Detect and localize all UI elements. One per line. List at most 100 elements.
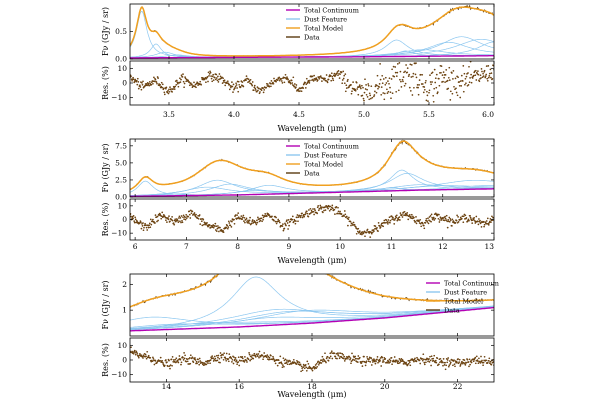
residual-point bbox=[367, 84, 370, 87]
residual-point bbox=[181, 76, 184, 78]
residual-point bbox=[262, 218, 264, 221]
residual-point bbox=[423, 86, 426, 88]
residual-point bbox=[184, 354, 186, 357]
residual-point bbox=[395, 214, 398, 217]
residual-point bbox=[299, 363, 302, 366]
residual-point bbox=[197, 217, 200, 220]
residual-point bbox=[175, 83, 178, 86]
residual-point bbox=[366, 228, 369, 231]
y-tick-label: 0.5 bbox=[115, 27, 127, 36]
residual-point bbox=[249, 78, 252, 81]
residual-point bbox=[419, 362, 422, 365]
residual-point bbox=[430, 213, 433, 216]
residual-point bbox=[210, 77, 213, 80]
residual-point bbox=[415, 222, 418, 225]
residual-point bbox=[218, 73, 221, 75]
residual-point bbox=[470, 218, 472, 220]
residual-point bbox=[273, 219, 275, 222]
residual-point bbox=[370, 364, 373, 366]
residual-point bbox=[483, 223, 486, 226]
residual-point bbox=[458, 84, 461, 87]
residual-point bbox=[459, 216, 462, 219]
residual-point bbox=[266, 354, 269, 356]
residual-point bbox=[182, 73, 184, 75]
residual-point bbox=[286, 359, 288, 362]
residual-point bbox=[487, 76, 490, 79]
residual-point bbox=[349, 220, 352, 223]
residual-point bbox=[182, 216, 184, 219]
residual-point bbox=[212, 79, 215, 81]
residual-point bbox=[259, 91, 261, 93]
residual-point bbox=[302, 87, 305, 89]
residual-point bbox=[380, 86, 383, 88]
residual-point bbox=[490, 76, 492, 79]
residual-point bbox=[339, 352, 342, 355]
residual-point bbox=[442, 71, 445, 73]
residual-point bbox=[365, 231, 368, 234]
residual-point bbox=[159, 213, 162, 216]
residual-point bbox=[135, 79, 138, 82]
residual-point bbox=[336, 212, 339, 215]
residual-point bbox=[363, 99, 365, 102]
residual-point bbox=[173, 223, 176, 226]
residual-point bbox=[427, 360, 429, 363]
residual-point bbox=[303, 367, 306, 370]
residual-point bbox=[379, 357, 382, 359]
residual-point bbox=[388, 82, 390, 85]
residual-point bbox=[410, 64, 413, 66]
residual-point bbox=[386, 361, 389, 364]
residual-point bbox=[433, 219, 436, 221]
residual-point bbox=[234, 85, 237, 88]
residual-point bbox=[133, 221, 136, 224]
residual-point bbox=[331, 357, 334, 360]
residual-point bbox=[161, 361, 164, 364]
residual-point bbox=[241, 357, 244, 360]
residual-point bbox=[287, 78, 289, 81]
residual-point bbox=[196, 362, 198, 365]
residual-point bbox=[233, 356, 235, 359]
residual-point bbox=[313, 74, 315, 77]
residual-point bbox=[270, 85, 272, 88]
residual-point bbox=[394, 217, 397, 220]
residual-point bbox=[388, 216, 391, 219]
residual-point bbox=[409, 90, 412, 92]
residual-point bbox=[462, 361, 465, 364]
residual-point bbox=[386, 92, 389, 94]
residual-point bbox=[178, 217, 180, 219]
residual-point bbox=[347, 78, 349, 81]
residual-point bbox=[153, 80, 156, 83]
residual-point bbox=[134, 216, 137, 219]
residual-point bbox=[179, 358, 182, 361]
residual-point bbox=[257, 353, 260, 355]
residual-point bbox=[459, 365, 462, 367]
residual-point bbox=[377, 222, 380, 224]
residual-point bbox=[384, 221, 387, 224]
residual-point bbox=[454, 77, 457, 80]
residual-point bbox=[352, 221, 355, 224]
residual-point bbox=[268, 85, 271, 88]
residual-point bbox=[382, 360, 385, 363]
residual-point bbox=[209, 70, 211, 73]
residual-axis-title: Res. (%) bbox=[101, 203, 110, 237]
residual-point bbox=[462, 221, 465, 224]
residual-point bbox=[374, 85, 377, 88]
residual-point bbox=[342, 354, 345, 356]
residual-point bbox=[180, 221, 182, 224]
residual-point bbox=[444, 215, 446, 218]
residual-point bbox=[408, 73, 411, 76]
residual-point bbox=[300, 370, 302, 373]
residual-point bbox=[284, 222, 286, 225]
residual-point bbox=[425, 217, 428, 220]
residual-point bbox=[460, 74, 463, 77]
x-axis-title: Wavelength (μm) bbox=[277, 390, 346, 399]
residual-point bbox=[137, 81, 140, 83]
residual-point bbox=[360, 87, 362, 90]
residual-point bbox=[234, 358, 236, 361]
residual-point bbox=[406, 212, 409, 214]
residual-point bbox=[357, 227, 360, 230]
residual-plot-area bbox=[130, 204, 494, 238]
residual-point bbox=[209, 71, 212, 74]
residual-point bbox=[185, 360, 188, 363]
residual-point bbox=[163, 91, 166, 94]
legend-label: Dust Feature bbox=[304, 15, 347, 23]
